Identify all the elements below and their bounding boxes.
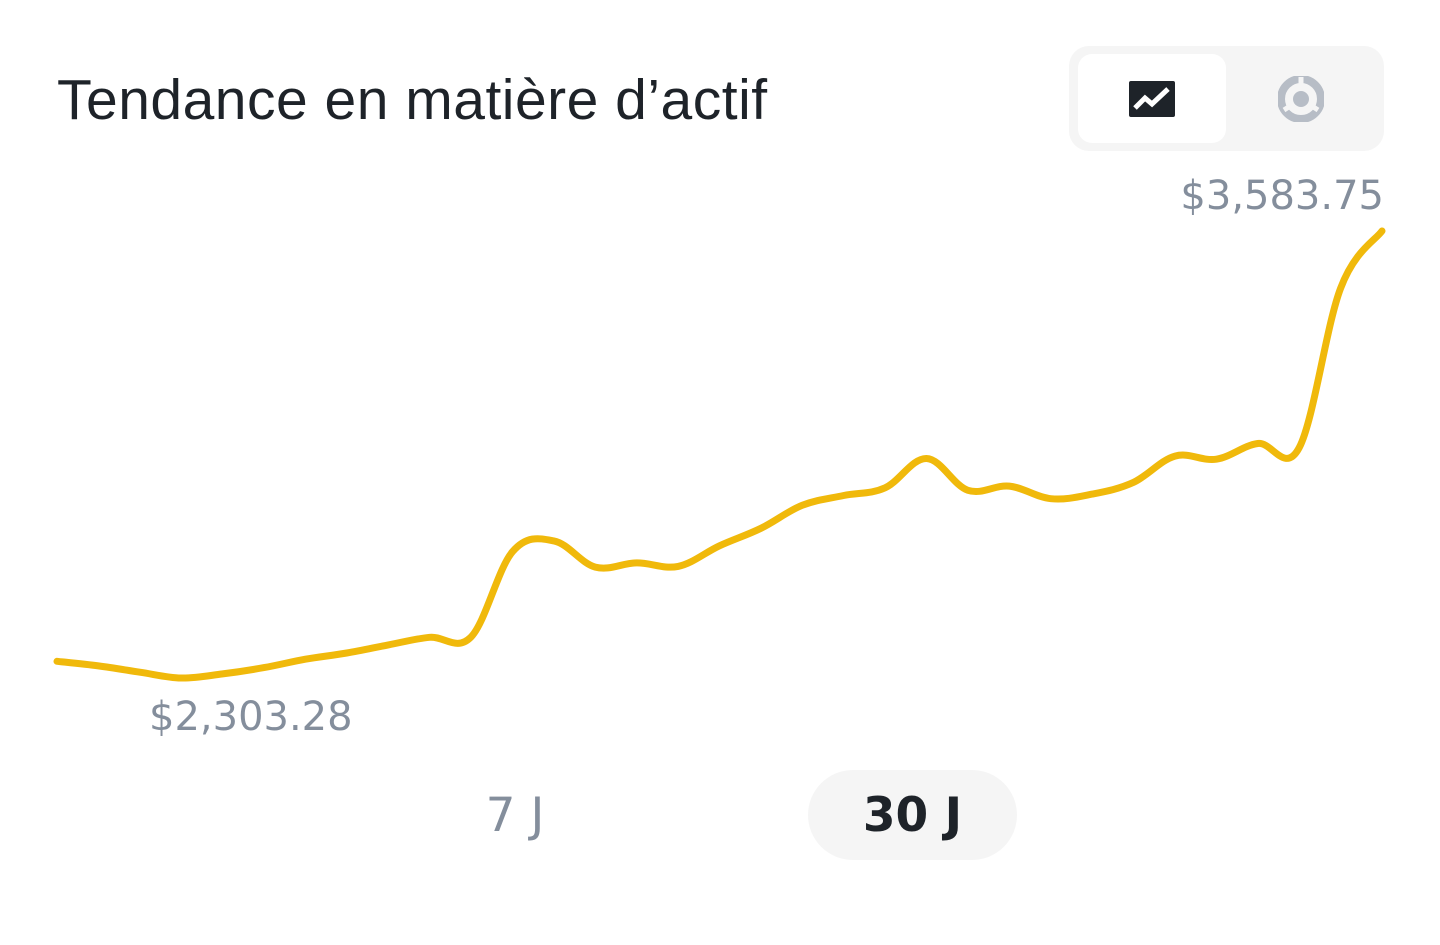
max-value-label: $3,583.75 [1180, 173, 1384, 219]
trend-line [53, 227, 1386, 682]
range-tab-7d[interactable]: 7 J [485, 787, 545, 843]
pie-chart-icon [1278, 75, 1324, 122]
range-tab-30d[interactable]: 30 J [808, 770, 1017, 860]
min-value-label: $2,303.28 [149, 694, 353, 740]
pie-chart-view-button[interactable] [1227, 54, 1375, 143]
page-title: Tendance en matière d’actif [57, 68, 768, 132]
line-chart-view-button[interactable] [1078, 54, 1226, 143]
line-chart-icon [1129, 80, 1175, 117]
chart-view-toggle [1069, 46, 1384, 151]
